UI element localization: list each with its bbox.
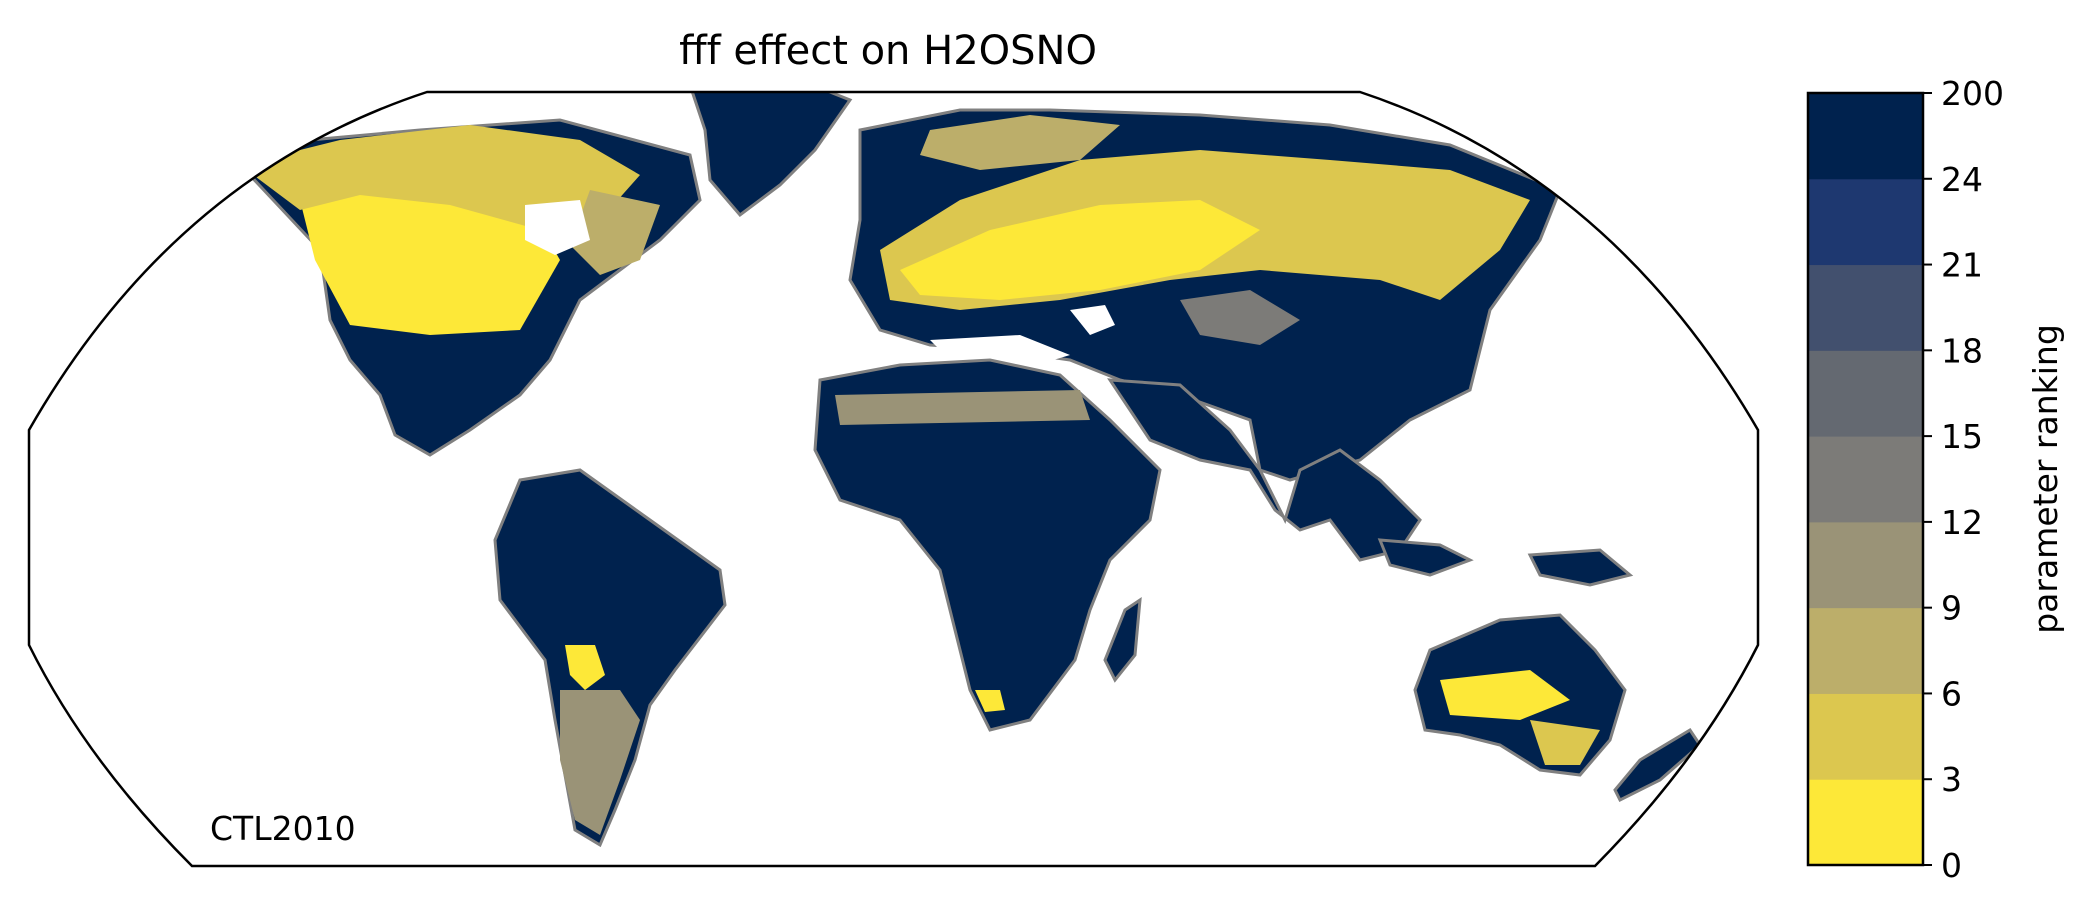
colorbar-tick-label: 21: [1941, 246, 1983, 285]
colorbar-segment-5: [1808, 350, 1923, 437]
hudson-bay: [525, 200, 590, 255]
colorbar-tick-label: 200: [1941, 74, 2004, 113]
colorbar-segment-0: [1808, 779, 1923, 866]
experiment-label: CTL2010: [210, 809, 356, 848]
map-boundary: [27, 90, 1760, 868]
landmass-madagascar: [1103, 597, 1142, 683]
colorbar-segment-8: [1808, 93, 1923, 180]
colorbar-label: parameter ranking: [2026, 324, 2065, 634]
colorbar-frame: [1806, 91, 1925, 867]
australia-snow-light: [1530, 720, 1600, 765]
australia-snow-yellow: [1440, 670, 1570, 720]
landmass-south-america: [493, 468, 727, 848]
colorbar-ticks: 0 3 6 9 12 15 18 21 24 200: [1923, 74, 2004, 885]
landmass-africa: [813, 358, 1162, 732]
colorbar-tick-label: 24: [1941, 160, 1983, 199]
landmass-south-asia: [1107, 378, 1422, 562]
colorbar-tick-label: 6: [1941, 674, 1962, 713]
colorbar-tick-label: 18: [1941, 331, 1983, 370]
south-america-andes-yellow: [565, 645, 605, 690]
colorbar: 0 3 6 9 12 15 18 21 24 200 parameter ranking: [1806, 74, 2065, 885]
colorbar-tick-label: 12: [1941, 503, 1983, 542]
colorbar-segment-7: [1808, 178, 1923, 266]
landmass-greenland: [687, 92, 853, 218]
colorbar-segment-6: [1808, 264, 1923, 351]
africa-south-yellow: [975, 690, 1005, 712]
caspian-black-sea: [1070, 305, 1115, 335]
colorbar-segment-3: [1808, 521, 1923, 609]
colorbar-segment-1: [1808, 693, 1923, 780]
eurasia-snow-yellow: [900, 200, 1260, 300]
map-title: fff effect on H2OSNO: [679, 28, 1097, 74]
colorbar-tick-label: 9: [1941, 589, 1962, 628]
colorbar-segment-2: [1808, 607, 1923, 694]
colorbar-tick-label: 0: [1941, 846, 1962, 885]
colorbar-segment-4: [1808, 436, 1923, 523]
africa-sahara-band: [835, 390, 1090, 425]
eurasia-snow-gray: [1180, 290, 1300, 345]
north-america-snow-mid: [570, 190, 660, 275]
landmass-new-guinea: [1527, 548, 1634, 587]
colorbar-tick-label: 15: [1941, 417, 1983, 456]
colorbar-tick-label: 3: [1941, 760, 1962, 799]
colorbar-segments: [1808, 93, 1923, 866]
world-map: [240, 92, 1702, 848]
eurasia-snow-mid-north: [920, 115, 1120, 170]
south-america-andes-snow: [560, 690, 640, 835]
landmass-indonesia: [1377, 538, 1474, 577]
landmass-new-zealand: [1613, 727, 1702, 803]
